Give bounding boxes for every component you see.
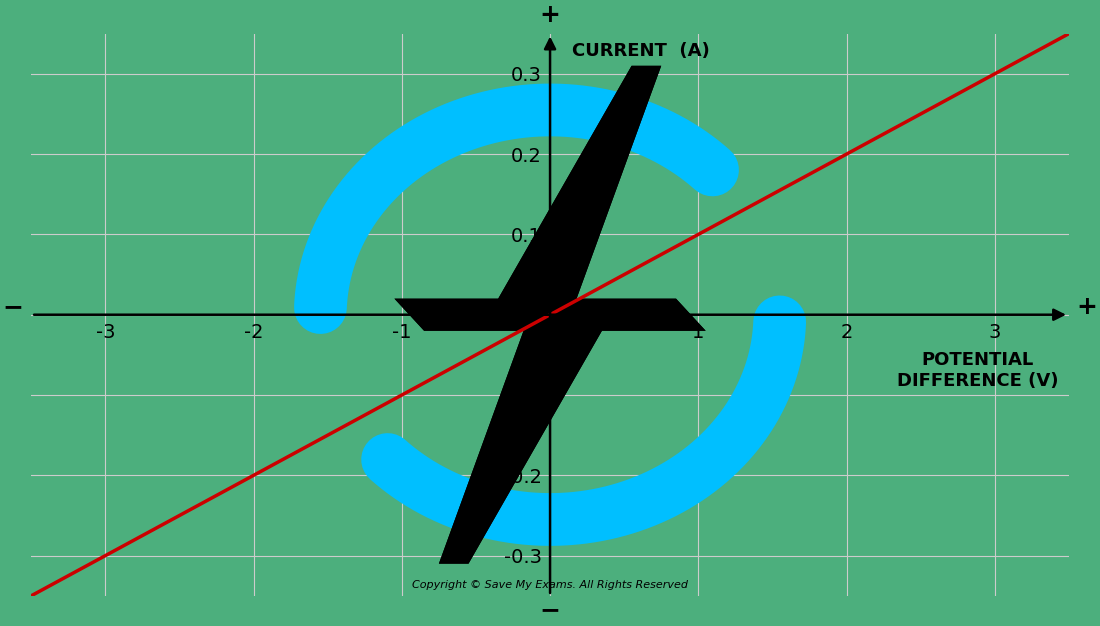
Polygon shape [395, 66, 661, 331]
Text: −: − [540, 598, 561, 622]
Polygon shape [439, 299, 706, 563]
Text: −: − [3, 295, 24, 319]
Text: +: + [1076, 295, 1097, 319]
Polygon shape [439, 299, 706, 563]
Text: +: + [540, 3, 561, 28]
Polygon shape [395, 66, 661, 331]
Text: CURRENT  (A): CURRENT (A) [572, 42, 710, 60]
Text: POTENTIAL
DIFFERENCE (V): POTENTIAL DIFFERENCE (V) [896, 351, 1058, 389]
Text: Copyright © Save My Exams. All Rights Reserved: Copyright © Save My Exams. All Rights Re… [412, 580, 689, 590]
